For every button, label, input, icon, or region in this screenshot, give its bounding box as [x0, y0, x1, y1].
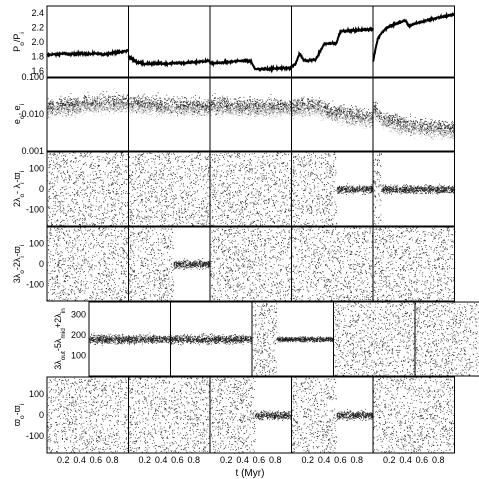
panel-eccentricity-1 [47, 77, 129, 151]
panel-frame [47, 6, 129, 78]
panel-period-ratio-2 [129, 6, 211, 78]
panel-frame [373, 77, 455, 151]
ytick-label: 0.001 [21, 146, 44, 156]
panel-apsidal-angle-2 [129, 377, 211, 454]
ytick-label: 1.8 [31, 51, 44, 61]
xtick-label: 0.4 [318, 455, 331, 465]
panel-resonant-angle-b-5 [373, 227, 455, 302]
panel-period-ratio-1 [47, 6, 129, 78]
panel-period-ratio-5 [373, 6, 455, 78]
xtick-label: 0.8 [269, 455, 282, 465]
ytick-label: 100 [29, 389, 44, 399]
panel-eccentricity-5 [373, 77, 455, 151]
panel-frame [129, 377, 211, 453]
panel-three-body-angle-1 [89, 302, 171, 376]
series-line [373, 14, 455, 61]
panel-eccentricity-2 [129, 77, 211, 151]
panel-frame [129, 227, 211, 301]
panel-apsidal-angle-5 [373, 377, 455, 454]
panel-three-body-angle-3 [252, 302, 334, 377]
panel-three-body-angle-5 [415, 302, 479, 377]
xtick-label: 0.2 [220, 455, 233, 465]
xtick-label: 0.4 [73, 455, 86, 465]
ytick-label: 100 [29, 163, 44, 173]
ytick-label: 0 [39, 184, 44, 194]
ytick-label: 0.010 [21, 109, 44, 119]
ytick-label: -100 [26, 280, 44, 290]
panel-eccentricity-4 [292, 77, 374, 151]
xtick-label: 0.8 [350, 455, 363, 465]
series-line [129, 56, 211, 64]
xtick-label: 0.4 [399, 455, 412, 465]
panel-resonant-angle-a-3 [210, 152, 292, 227]
panel-apsidal-angle-3 [210, 377, 292, 454]
xtick-label: 0.6 [90, 455, 103, 465]
ytick-label: 100 [71, 350, 86, 360]
panel-resonant-angle-b-1 [47, 227, 129, 302]
panel-resonant-angle-b-2 [129, 227, 211, 302]
xtick-label: 0.6 [334, 455, 347, 465]
xaxis-label: t (Myr) [236, 468, 265, 479]
ylabel-resonant-angle-b: 3λo-2λi-ϖi [12, 245, 26, 284]
xtick-label: 0.4 [236, 455, 249, 465]
panel-resonant-angle-a-4 [292, 152, 374, 227]
panel-apsidal-angle-4 [292, 377, 374, 454]
xtick-label: 0.8 [106, 455, 119, 465]
ytick-label: 0 [39, 410, 44, 420]
panel-frame [129, 6, 211, 78]
panel-frame [47, 377, 129, 453]
panel-frame [292, 227, 374, 301]
panel-three-body-angle-2 [171, 302, 253, 376]
xtick-label: 0.6 [171, 455, 184, 465]
ytick-label: 2.4 [31, 8, 44, 18]
ytick-label: 2.2 [31, 23, 44, 33]
panel-period-ratio-4 [292, 6, 374, 78]
ytick-label: 300 [71, 309, 86, 319]
panel-resonant-angle-b-3 [210, 227, 292, 302]
xtick-label: 0.6 [253, 455, 266, 465]
panel-resonant-angle-a-5 [373, 152, 455, 227]
xtick-label: 0.4 [155, 455, 168, 465]
xtick-label: 0.8 [187, 455, 200, 465]
panel-frame [47, 227, 129, 301]
ytick-label: 0.100 [21, 72, 44, 82]
panel-period-ratio-3 [210, 6, 292, 78]
ylabel-period-ratio: Po/Pi [12, 32, 26, 52]
xtick-label: 0.8 [432, 455, 445, 465]
ylabel-resonant-angle-a: 2λo- λi-ϖi [12, 171, 26, 207]
panel-frame [210, 227, 292, 301]
ytick-label: 0 [39, 259, 44, 269]
xtick-label: 0.2 [57, 455, 70, 465]
xtick-label: 0.2 [302, 455, 315, 465]
ytick-label: -100 [26, 205, 44, 215]
xtick-label: 0.2 [383, 455, 396, 465]
panel-resonant-angle-a-2 [129, 152, 211, 227]
xtick-label: 0.2 [139, 455, 152, 465]
panel-eccentricity-3 [210, 77, 292, 151]
ytick-label: -100 [26, 431, 44, 441]
xtick-label: 0.6 [416, 455, 429, 465]
series-line [292, 28, 374, 66]
series-line [47, 50, 129, 55]
series-line [210, 60, 292, 70]
panel-frame [292, 377, 374, 453]
panel-resonant-angle-a-1 [47, 152, 129, 227]
ytick-label: 2.0 [31, 37, 44, 47]
ylabel-apsidal-angle: ϖo-ϖi [12, 404, 26, 426]
ytick-label: 200 [71, 330, 86, 340]
ylabel-three-body-angle: 3λout-5λmid+2λin [53, 308, 67, 370]
panel-resonant-angle-b-4 [292, 227, 374, 302]
panel-three-body-angle-4 [334, 302, 416, 377]
panel-apsidal-angle-1 [47, 377, 129, 454]
ytick-label: 100 [29, 238, 44, 248]
